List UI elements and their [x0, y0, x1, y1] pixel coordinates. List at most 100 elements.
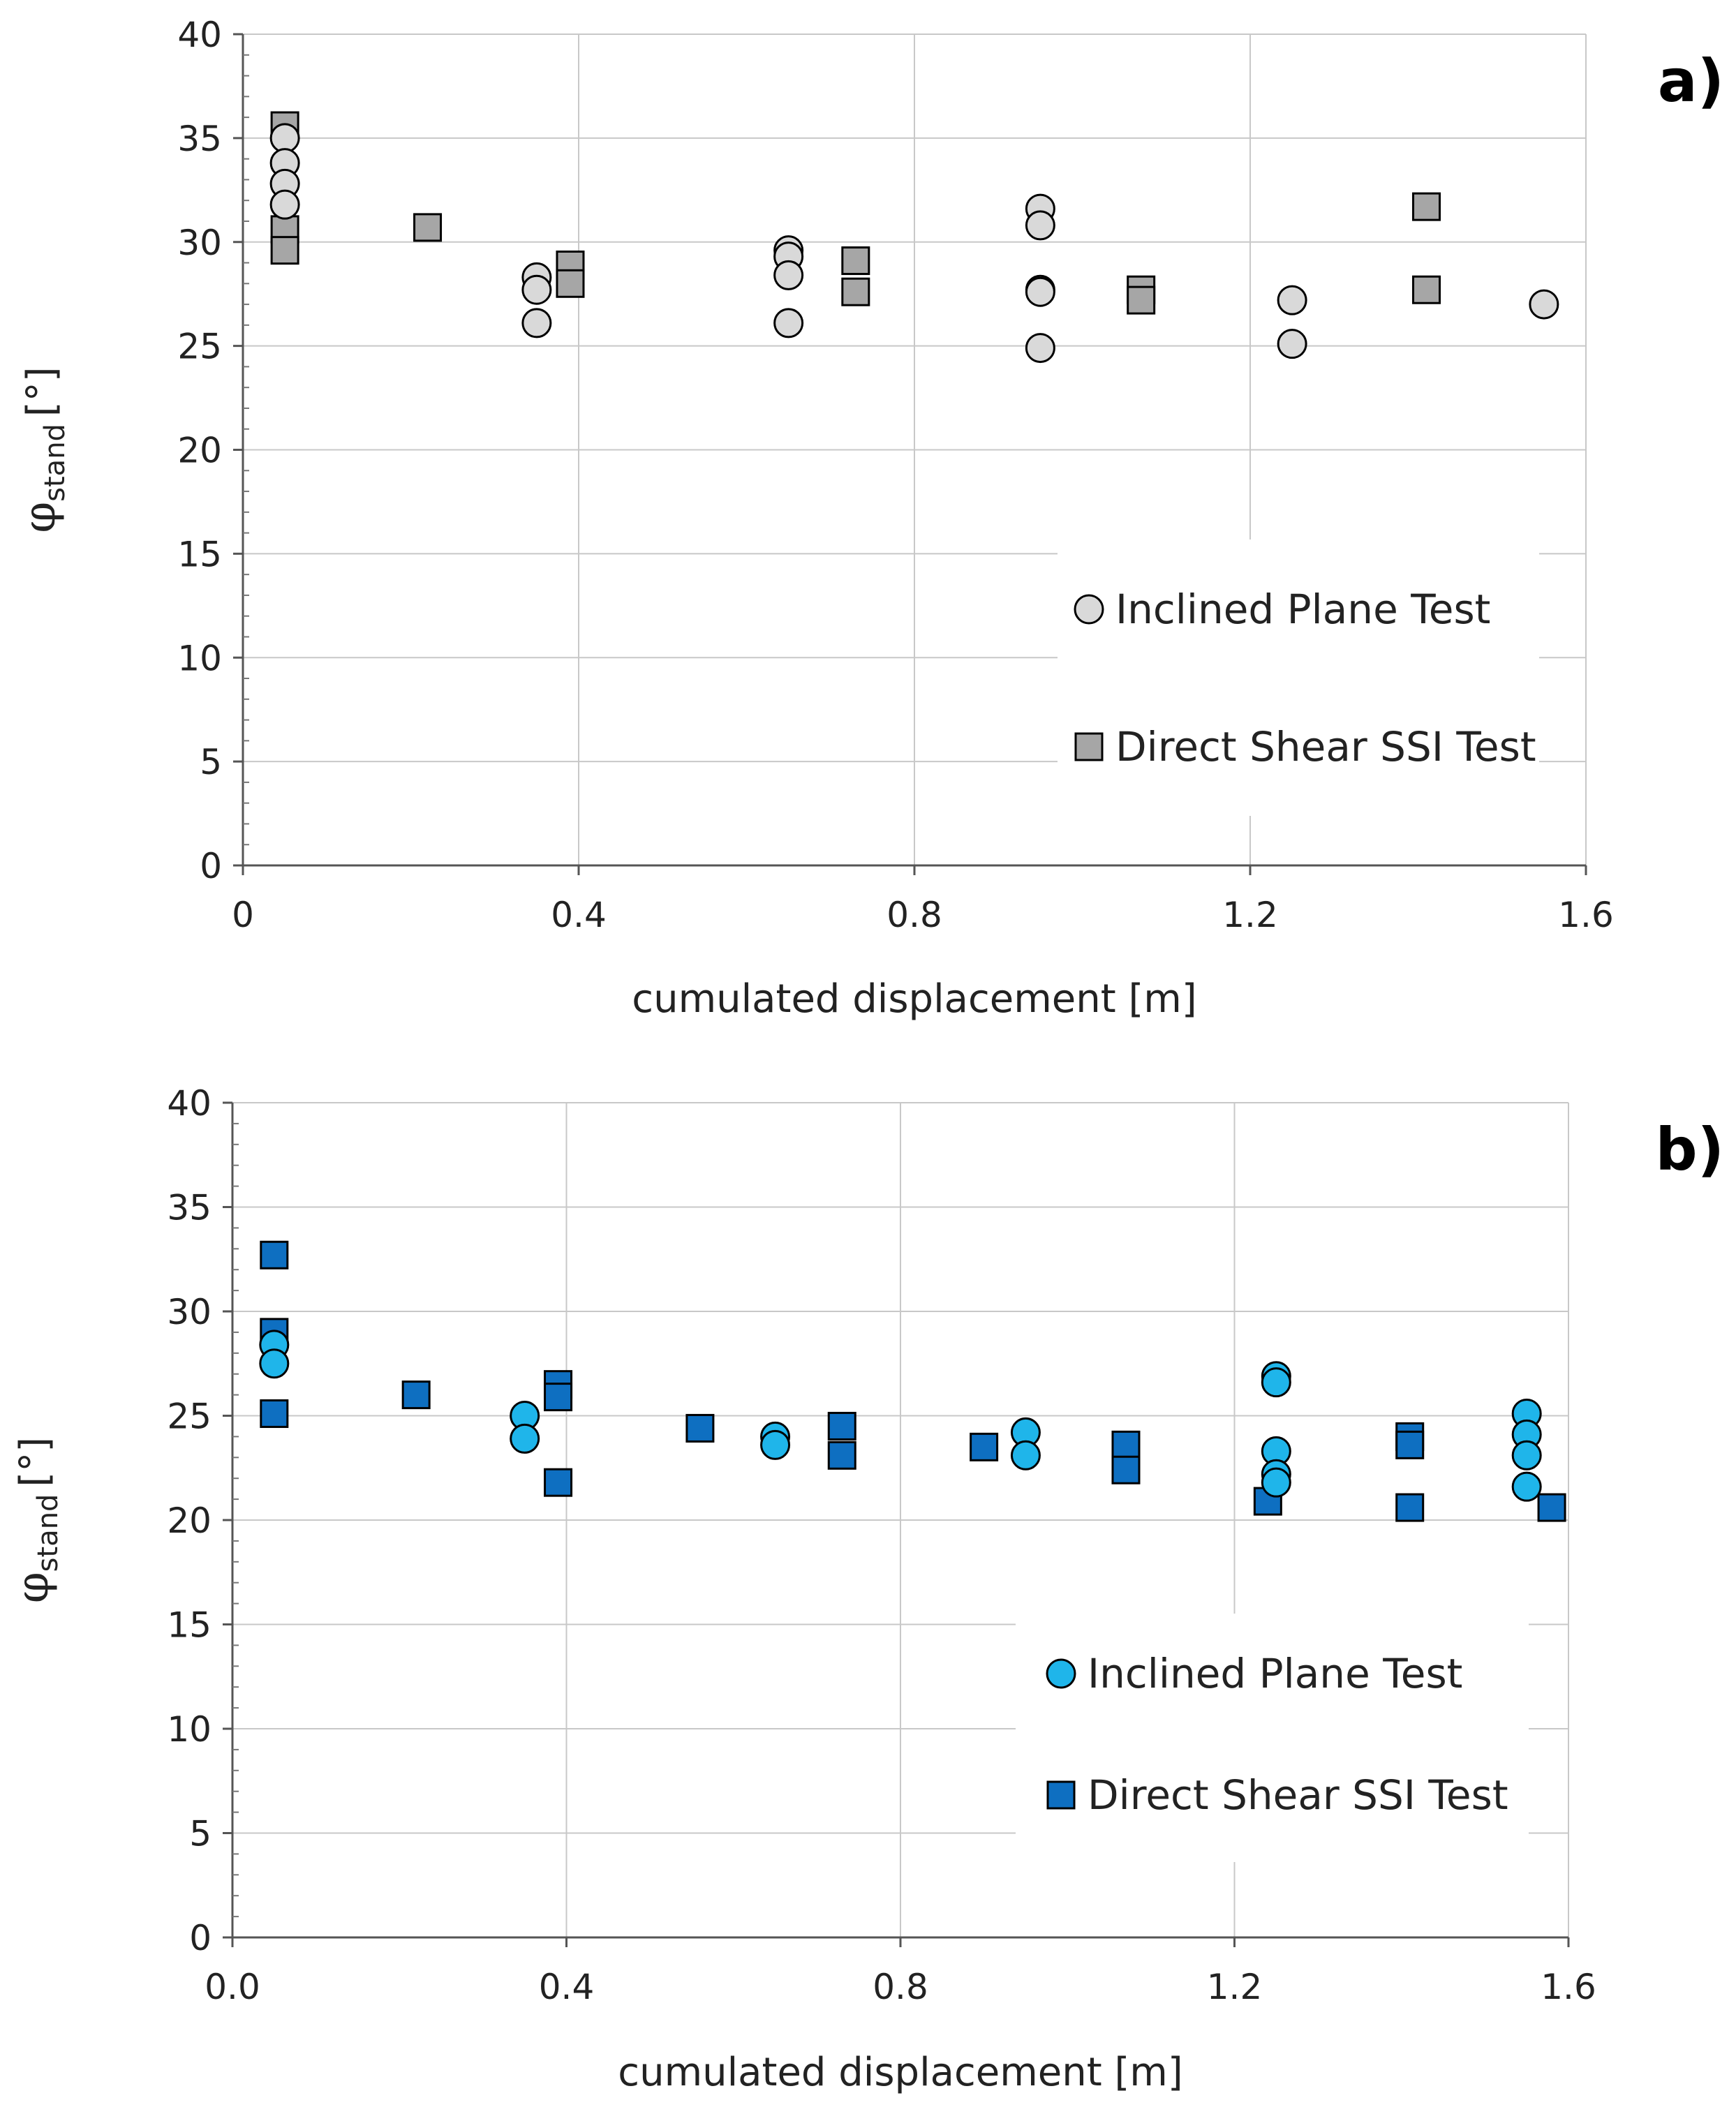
- y-tick-label: 30: [177, 223, 222, 263]
- data-point-circle: [521, 308, 552, 338]
- data-point-square: [827, 1441, 856, 1470]
- data-point-circle: [1010, 1440, 1041, 1471]
- data-point-square: [544, 1383, 573, 1412]
- y-tick-label: 15: [177, 534, 222, 574]
- data-point-circle: [760, 1429, 791, 1460]
- data-point-square: [1395, 1430, 1425, 1459]
- data-point-square: [270, 236, 299, 265]
- y-tick-label: 40: [177, 15, 222, 55]
- x-tick-label: 0.8: [886, 895, 942, 935]
- y-axis-subscript: stand: [32, 1494, 64, 1572]
- legend-label: Inclined Plane Test: [1115, 586, 1490, 633]
- data-point-circle: [1277, 285, 1307, 315]
- series-direct-shear: [260, 1240, 1566, 1522]
- data-point-circle: [269, 123, 300, 154]
- legend-background: [1058, 539, 1539, 816]
- y-axis-unit: [°]: [19, 366, 64, 417]
- data-point-circle: [1277, 329, 1307, 359]
- y-tick-label: 10: [177, 638, 222, 678]
- data-point-square: [841, 246, 870, 276]
- legend-marker-square: [1074, 732, 1104, 761]
- data-point-square: [1395, 1493, 1425, 1522]
- y-tick-label: 5: [200, 742, 222, 782]
- y-axis-symbol: φ: [14, 502, 66, 533]
- legend-label: Direct Shear SSI Test: [1088, 1771, 1508, 1819]
- data-point-square: [685, 1413, 715, 1443]
- y-axis-symbol: φ: [7, 1572, 59, 1603]
- x-tick-label: 1.2: [1207, 1967, 1263, 2007]
- data-point-square: [827, 1411, 856, 1441]
- y-tick-label: 0: [200, 846, 222, 886]
- y-tick-label: 35: [177, 119, 222, 159]
- legend-label: Inclined Plane Test: [1088, 1650, 1462, 1697]
- data-point-circle: [773, 308, 804, 338]
- data-point-square: [1537, 1493, 1566, 1522]
- data-point-circle: [1261, 1367, 1291, 1398]
- chart-panel-a: 0 5 10 15 20 25 30 35 40 0 0.4 0.8 1.2 1.6 cumulated d…: [14, 15, 1724, 1022]
- y-tick-label: 20: [167, 1501, 212, 1541]
- data-point-circle: [1025, 210, 1055, 241]
- x-tick-label: 0.4: [539, 1967, 595, 2007]
- x-tick-label: 0.8: [873, 1967, 928, 2007]
- series-direct-shear: [270, 111, 1441, 315]
- data-point-circle: [1529, 289, 1559, 320]
- chart-panel-b: 0 5 10 15 20 25 30 35 40 0.0 0.4 0.8 1.2 1.6 cumulated…: [7, 1083, 1724, 2095]
- y-tick-label: 35: [167, 1188, 212, 1228]
- x-tick-label: 1.6: [1541, 1967, 1596, 2007]
- data-point-circle: [1025, 333, 1055, 364]
- data-point-square: [413, 213, 443, 242]
- legend-marker-square: [1046, 1780, 1076, 1810]
- data-point-square: [260, 1399, 289, 1429]
- legend-background: [1016, 1614, 1529, 1862]
- y-axis-title: φstand [°]: [14, 366, 71, 533]
- data-point-circle: [1025, 276, 1055, 307]
- data-point-square: [556, 269, 585, 298]
- data-point-square: [260, 1240, 289, 1270]
- data-point-square: [1412, 192, 1441, 221]
- data-point-circle: [510, 1423, 540, 1454]
- x-tick-label: 0.4: [551, 895, 607, 935]
- y-tick-label: 25: [167, 1397, 212, 1437]
- data-point-circle: [1511, 1471, 1542, 1502]
- x-tick-label: 1.2: [1222, 895, 1278, 935]
- data-point-circle: [259, 1348, 290, 1379]
- y-tick-label: 20: [177, 431, 222, 471]
- legend-label: Direct Shear SSI Test: [1115, 723, 1536, 771]
- y-tick-label: 30: [167, 1292, 212, 1332]
- legend-marker-circle: [1046, 1658, 1076, 1689]
- x-tick-label: 0.0: [205, 1967, 260, 2007]
- gridlines: [232, 1102, 1569, 1937]
- y-tick-label: 10: [167, 1709, 212, 1750]
- y-tick-label: 5: [189, 1814, 212, 1854]
- data-point-square: [401, 1380, 431, 1410]
- gridlines: [243, 34, 1587, 865]
- data-point-circle: [1261, 1467, 1291, 1498]
- x-axis-title: cumulated displacement [m]: [618, 2050, 1182, 2095]
- y-tick-label: 0: [189, 1918, 212, 1958]
- data-point-circle: [521, 274, 552, 305]
- data-point-square: [1127, 285, 1156, 315]
- panel-label: a): [1658, 47, 1724, 115]
- data-point-circle: [269, 189, 300, 220]
- data-point-square: [544, 1468, 573, 1497]
- series-inclined-plane: [269, 123, 1559, 364]
- x-tick-label: 1.6: [1558, 895, 1614, 935]
- data-point-circle: [773, 260, 804, 290]
- panel-label: b): [1655, 1115, 1724, 1184]
- data-point-circle: [1511, 1440, 1542, 1471]
- data-point-square: [841, 277, 870, 306]
- y-axis-title: φstand [°]: [7, 1437, 64, 1603]
- y-tick-label: 15: [167, 1605, 212, 1646]
- data-point-square: [1111, 1430, 1141, 1459]
- x-tick-label: 0: [232, 895, 254, 935]
- legend: Inclined Plane Test Direct Shear SSI Test: [1016, 1614, 1529, 1862]
- y-tick-label: 40: [167, 1083, 212, 1124]
- data-point-square: [1111, 1455, 1141, 1484]
- y-axis-unit: [°]: [12, 1437, 57, 1487]
- x-axis-title: cumulated displacement [m]: [632, 976, 1196, 1022]
- data-point-square: [1412, 275, 1441, 304]
- legend: Inclined Plane Test Direct Shear SSI Test: [1058, 539, 1539, 816]
- data-point-square: [970, 1432, 999, 1461]
- series-inclined-plane: [259, 1330, 1542, 1502]
